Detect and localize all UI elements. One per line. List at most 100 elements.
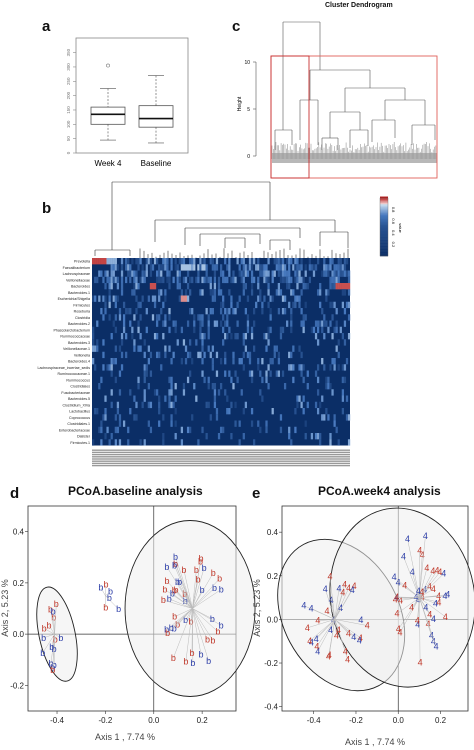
pcoa-point: 4 bbox=[358, 615, 363, 625]
heatmap-cell bbox=[341, 283, 345, 290]
boxplot-ytick-label: 300 bbox=[66, 63, 71, 71]
boxplot-ytick-label: 350 bbox=[66, 48, 71, 56]
heatmap-cell bbox=[232, 276, 235, 284]
heatmap-cell bbox=[238, 420, 241, 427]
heatmap-cell bbox=[341, 408, 345, 415]
pcoa-ytick-label: 0.4 bbox=[13, 528, 25, 537]
heatmap-cell bbox=[168, 270, 171, 277]
heatmap-cell bbox=[316, 408, 320, 415]
heatmap-cell bbox=[337, 439, 340, 446]
heatmap-cell bbox=[131, 326, 134, 334]
heatmap-cell bbox=[271, 276, 274, 284]
pcoa-point: 4 bbox=[409, 602, 414, 612]
heatmap-cell bbox=[316, 433, 320, 440]
legend-swatch bbox=[380, 209, 388, 212]
heatmap-cell bbox=[219, 358, 223, 365]
pcoa-point: 4 bbox=[431, 636, 436, 646]
heatmap-cell bbox=[155, 333, 159, 340]
legend-swatch bbox=[380, 217, 388, 220]
heatmap-cell bbox=[310, 433, 314, 440]
heatmap-cell bbox=[184, 345, 188, 352]
heatmap-cell bbox=[118, 308, 122, 315]
heatmap-cell bbox=[149, 370, 153, 377]
heatmap-cell bbox=[197, 439, 200, 446]
heatmap-row-label: Veillonellaceae.1 bbox=[63, 347, 90, 351]
heatmap-cell bbox=[186, 295, 190, 302]
pcoa-xtick-label: -0.4 bbox=[307, 716, 321, 725]
heatmap-cell bbox=[201, 370, 204, 377]
pcoa-point: 4 bbox=[443, 591, 448, 601]
pcoa-point: 4 bbox=[394, 593, 399, 603]
pcoa-point: 4 bbox=[337, 583, 342, 593]
heatmap-cell bbox=[343, 289, 347, 296]
heatmap-cell bbox=[255, 264, 258, 271]
heatmap-cell bbox=[189, 351, 192, 359]
pcoa-spoke bbox=[329, 576, 336, 620]
heatmap-cell bbox=[325, 295, 328, 302]
pcoa-spoke bbox=[326, 610, 336, 620]
heatmap-cell bbox=[244, 264, 247, 271]
heatmap-cell bbox=[230, 401, 233, 409]
heatmap-cell bbox=[219, 289, 223, 296]
heatmap-cell bbox=[228, 289, 231, 296]
legend-swatch bbox=[380, 247, 388, 249]
legend-swatch bbox=[380, 238, 388, 240]
heatmap-cell bbox=[244, 270, 247, 277]
heatmap-cell bbox=[213, 401, 217, 409]
heatmap-row-label: Phascolarctobacterium bbox=[53, 328, 90, 332]
heatmap-cell bbox=[288, 283, 291, 290]
heatmap-cell bbox=[347, 333, 351, 340]
heatmap-cell bbox=[205, 270, 208, 277]
heatmap-cell bbox=[230, 376, 233, 384]
heatmap-cell bbox=[168, 395, 171, 402]
heatmap-cell bbox=[290, 351, 293, 359]
heatmap-cell bbox=[341, 364, 345, 371]
heatmap-cell bbox=[158, 276, 161, 284]
legend-swatch bbox=[380, 241, 388, 243]
heatmap-cell bbox=[189, 258, 192, 265]
heatmap-cell bbox=[149, 264, 153, 271]
legend-tick-label: 0.6 bbox=[391, 218, 396, 224]
heatmap-cell bbox=[209, 289, 212, 296]
pcoa-point: b bbox=[181, 565, 186, 575]
heatmap-cell bbox=[265, 370, 268, 377]
heatmap-cell bbox=[314, 333, 318, 340]
pcoa-ytick-label: 0.2 bbox=[267, 572, 279, 581]
pcoa-spoke bbox=[185, 608, 193, 662]
dendrogram-leaves bbox=[271, 142, 437, 163]
legend-swatch bbox=[380, 218, 388, 221]
heatmap-cell bbox=[120, 289, 124, 296]
legend-swatch bbox=[380, 242, 388, 245]
heatmap-cell bbox=[242, 364, 245, 371]
pcoa-point: b bbox=[164, 625, 169, 635]
heatmap-cell bbox=[160, 270, 163, 277]
heatmap-cell bbox=[217, 283, 221, 290]
heatmap-cell bbox=[191, 264, 194, 271]
heatmap-cell bbox=[174, 433, 177, 440]
heatmap-cell bbox=[120, 258, 124, 265]
heatmap-cell bbox=[298, 345, 301, 352]
heatmap-cell bbox=[211, 308, 214, 315]
pcoa-spoke bbox=[419, 568, 428, 598]
heatmap-cell bbox=[176, 264, 179, 271]
heatmap-cell bbox=[147, 383, 150, 390]
heatmap-cell bbox=[329, 364, 332, 371]
heatmap-cell bbox=[290, 258, 293, 265]
heatmap-cell bbox=[294, 295, 297, 302]
pcoa-point: b bbox=[169, 623, 174, 633]
legend-swatch bbox=[380, 223, 388, 226]
heatmap-cell bbox=[127, 264, 130, 271]
heatmap-cell bbox=[234, 370, 237, 377]
heatmap-cell bbox=[137, 301, 140, 309]
heatmap-cell bbox=[104, 408, 107, 415]
heatmap-cell bbox=[186, 351, 190, 359]
heatmap-cell bbox=[118, 420, 122, 427]
heatmap-cell bbox=[114, 439, 117, 446]
heatmap-cell bbox=[116, 408, 120, 415]
heatmap-row-label: Bacteroides.5 bbox=[68, 397, 90, 401]
heatmap-cell bbox=[139, 258, 142, 265]
heatmap-cell bbox=[288, 301, 291, 309]
pcoa-xtick-label: -0.2 bbox=[349, 716, 363, 725]
heatmap-cell bbox=[337, 276, 340, 284]
pcoa-spoke bbox=[418, 590, 420, 598]
